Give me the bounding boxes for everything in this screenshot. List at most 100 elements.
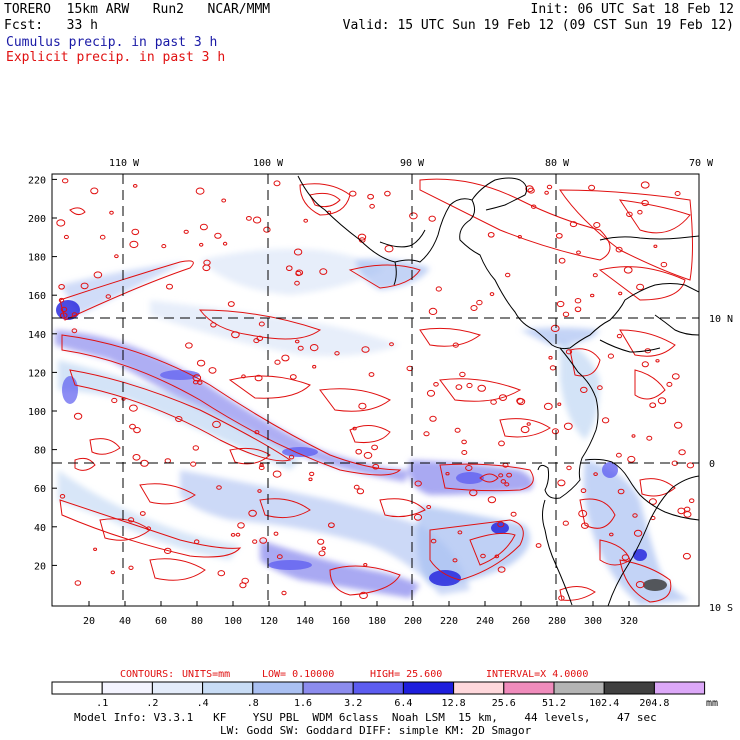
- explicit-cell: [593, 472, 598, 477]
- explicit-cell: [494, 554, 500, 559]
- explicit-cell: [555, 233, 563, 239]
- explicit-cell: [527, 187, 535, 194]
- explicit-cell: [258, 321, 265, 327]
- explicit-cell: [358, 402, 367, 410]
- lon-label: 110 W: [109, 158, 140, 169]
- high-label: HIGH= 25.600: [370, 669, 442, 680]
- lon-label: 70 W: [689, 158, 714, 169]
- explicit-cell: [623, 266, 633, 274]
- explicit-cell: [110, 570, 116, 575]
- y-index-label: 140: [28, 330, 46, 341]
- colorbar: [51, 681, 706, 695]
- explicit-cell: [621, 554, 630, 561]
- explicit-cell: [433, 382, 439, 387]
- explicit-cell: [258, 465, 265, 471]
- explicit-cell: [535, 543, 542, 548]
- explicit-cell: [319, 268, 328, 275]
- explicit-cell: [252, 539, 258, 544]
- x-index-label: 160: [332, 616, 350, 627]
- explicit-cell: [429, 415, 437, 422]
- explicit-cell: [526, 422, 531, 426]
- explicit-cell: [239, 582, 247, 589]
- explicit-cell: [470, 305, 478, 311]
- explicit-cell: [562, 520, 569, 526]
- explicit-cell: [489, 292, 495, 297]
- explicit-cell: [618, 291, 623, 296]
- explicit-cell: [389, 342, 394, 347]
- explicit-cell: [686, 462, 695, 469]
- explicit-cell: [355, 448, 363, 455]
- colorbar-label: 102.4: [589, 698, 619, 709]
- y-index-label: 120: [28, 368, 46, 379]
- lat-label: 0: [709, 459, 715, 470]
- y-index-label: 160: [28, 291, 46, 302]
- x-index-label: 180: [368, 616, 386, 627]
- explicit-cell: [544, 190, 549, 195]
- explicit-cell: [627, 455, 636, 463]
- explicit-cell: [353, 484, 360, 490]
- model-title: TORERO 15km ARW Run2 NCAR/MMM: [4, 2, 271, 17]
- explicit-cell: [132, 184, 138, 188]
- explicit-cell: [497, 521, 505, 528]
- explicit-cell: [294, 280, 300, 286]
- explicit-cell: [660, 261, 668, 268]
- explicit-cell: [601, 417, 610, 424]
- y-index-label: 100: [28, 407, 46, 418]
- explicit-cell: [308, 477, 313, 482]
- explicit-cell: [500, 479, 506, 484]
- interval-label: INTERVAL=X 4.0000: [486, 669, 588, 680]
- cumulus-cores: [56, 300, 667, 591]
- explicit-cell: [259, 537, 268, 544]
- colorbar-label: .1: [96, 698, 108, 709]
- explicit-cell: [506, 472, 513, 478]
- explicit-cell: [93, 547, 98, 551]
- explicit-cell: [73, 412, 83, 420]
- x-index-label: 40: [119, 616, 131, 627]
- lon-label: 90 W: [400, 158, 425, 169]
- explicit-cell: [257, 489, 262, 493]
- explicit-cell: [653, 244, 658, 249]
- explicit-cell: [197, 380, 203, 385]
- explicit-cell: [289, 374, 297, 380]
- explicit-cell: [321, 546, 326, 551]
- explicit-cell: [454, 427, 461, 433]
- explicit-cell: [505, 272, 511, 278]
- explicit-cell: [357, 233, 367, 241]
- lat-label: 10 N: [709, 314, 733, 325]
- explicit-cell: [196, 359, 206, 367]
- explicit-cell: [457, 530, 463, 535]
- explicit-cell: [192, 445, 200, 451]
- explicit-cell: [689, 498, 695, 504]
- explicit-cell: [498, 473, 504, 478]
- explicit-cell: [276, 554, 283, 560]
- colorbar-label: 204.8: [639, 698, 669, 709]
- lon-label: 100 W: [253, 158, 284, 169]
- explicit-cell: [185, 342, 193, 349]
- explicit-cell: [231, 331, 240, 339]
- latlon-grid: [52, 174, 699, 606]
- explicit-cell: [384, 190, 391, 197]
- x-index-labels: 20 40 60 80 100 120 140 160 180 200 220 240 260 280 30…: [83, 616, 638, 627]
- explicit-cell: [274, 359, 281, 365]
- explicit-cell: [210, 322, 217, 328]
- explicit-cell: [129, 404, 138, 412]
- explicit-cell: [565, 349, 573, 355]
- colorbar-swatch: [603, 681, 655, 695]
- y-index-label: 220: [28, 175, 46, 186]
- explicit-cell: [254, 374, 263, 382]
- explicit-legend: Explicit precip. in past 3 h: [6, 50, 226, 65]
- explicit-cell: [557, 479, 566, 487]
- explicit-cell: [199, 223, 208, 231]
- explicit-cell: [129, 423, 136, 430]
- x-index-label: 80: [191, 616, 203, 627]
- explicit-cell: [288, 454, 295, 460]
- explicit-cell: [367, 193, 375, 200]
- explicit-cell: [59, 312, 68, 319]
- x-index-label: 280: [548, 616, 566, 627]
- explicit-cell: [111, 397, 118, 404]
- explicit-cell: [317, 538, 325, 545]
- x-index-label: 60: [155, 616, 167, 627]
- explicit-cell: [272, 470, 282, 478]
- explicit-cell: [352, 426, 357, 431]
- colorbar-swatch: [252, 681, 304, 695]
